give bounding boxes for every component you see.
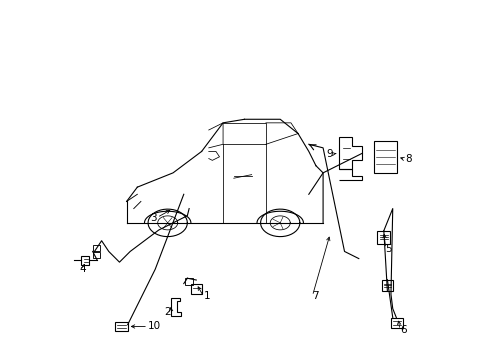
Text: 8: 8 [405, 154, 411, 164]
Text: 3: 3 [150, 212, 157, 222]
Text: 5: 5 [385, 244, 391, 253]
Text: 7: 7 [312, 291, 318, 301]
Text: 6: 6 [399, 325, 406, 335]
Text: 1: 1 [203, 291, 210, 301]
Text: 2: 2 [164, 307, 171, 317]
Text: 4: 4 [80, 264, 86, 274]
Bar [373, 141, 396, 173]
Text: 10: 10 [148, 321, 161, 332]
Text: 9: 9 [326, 149, 332, 159]
